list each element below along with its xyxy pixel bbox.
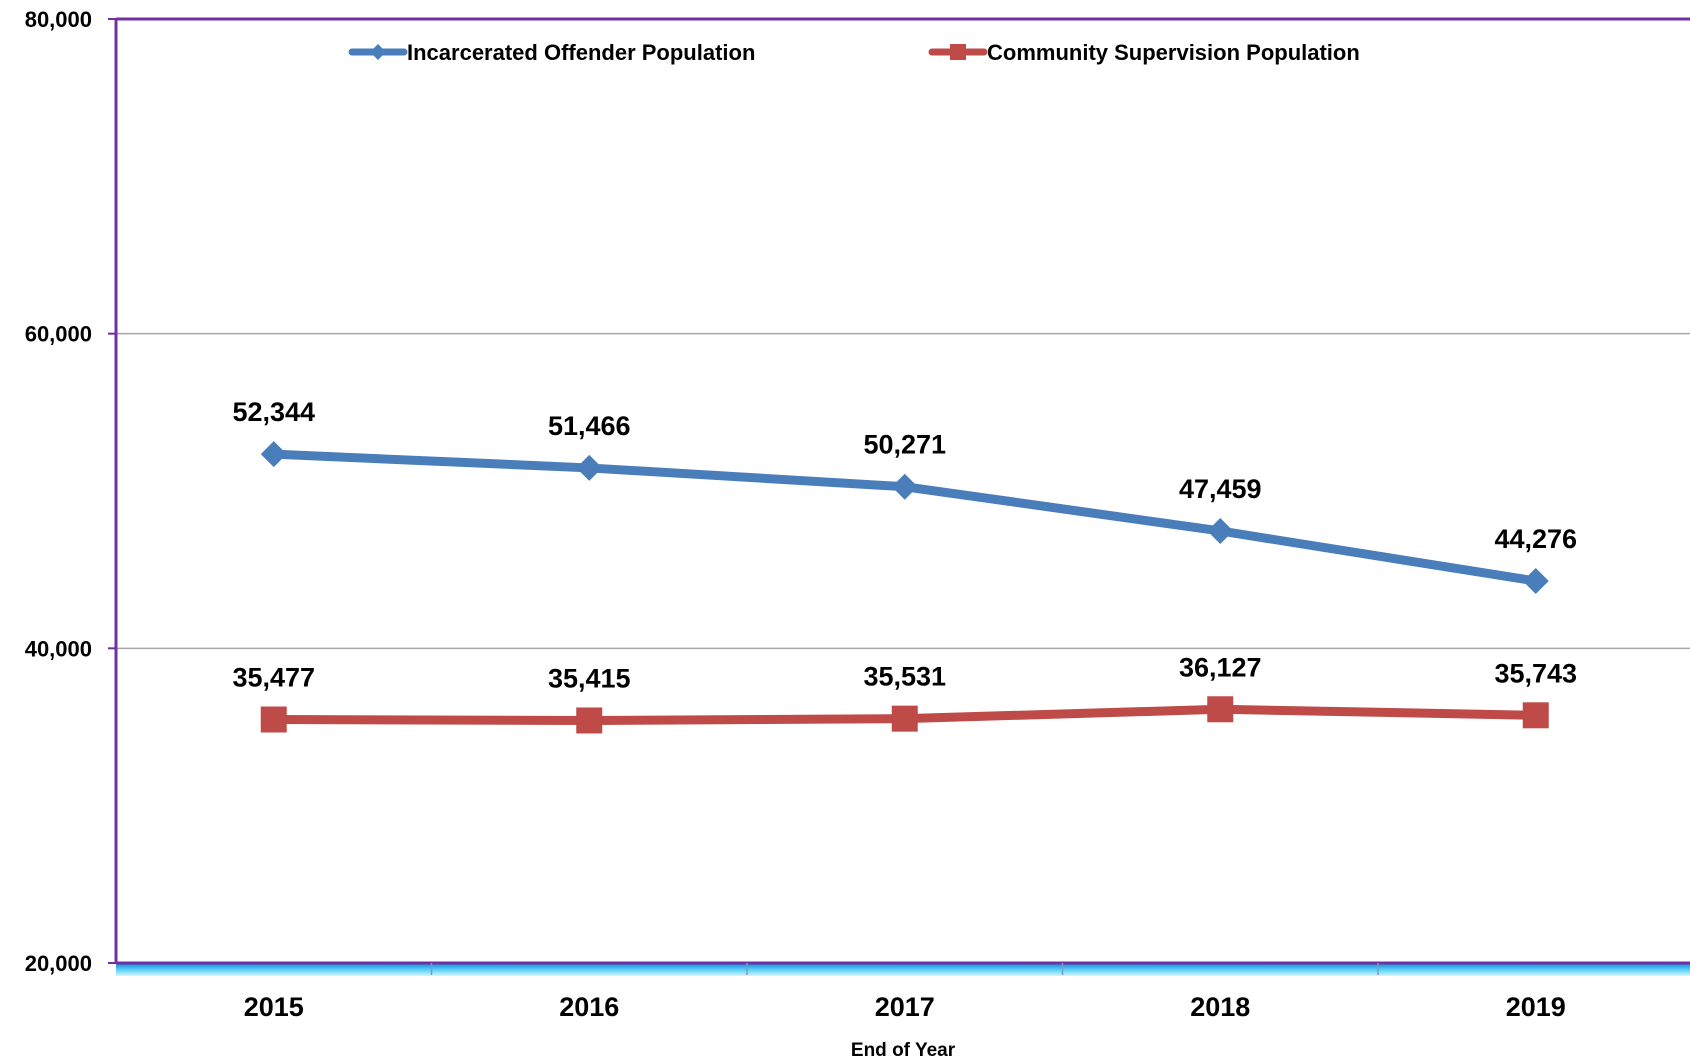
plot-frame — [108, 17, 1690, 976]
series-lines — [260, 441, 1549, 734]
data-point — [260, 441, 287, 468]
series-line — [269, 449, 1541, 586]
x-tick-label: 2016 — [559, 992, 619, 1022]
x-tick-label: 2017 — [875, 992, 935, 1022]
legend-label: Incarcerated Offender Population — [407, 40, 755, 65]
data-label: 35,531 — [863, 662, 946, 692]
data-label: 35,477 — [232, 662, 315, 692]
y-axis-ticks: 20,000 40,000 60,000 80,000 — [25, 7, 92, 976]
data-label: 36,127 — [1179, 652, 1262, 682]
data-label: 52,344 — [232, 397, 315, 427]
data-point — [1207, 696, 1234, 723]
data-point — [576, 454, 603, 481]
data-label: 35,415 — [548, 663, 631, 693]
legend: Incarcerated Offender Population Communit… — [348, 40, 1360, 65]
legend-marker — [370, 44, 386, 60]
data-labels: 52,344 51,466 50,271 47,459 44,276 35,477 35,4… — [232, 397, 1577, 693]
x-axis-title: End of Year — [851, 1040, 956, 1061]
data-point — [891, 473, 918, 500]
legend-item: Community Supervision Population — [928, 40, 1360, 65]
data-label: 50,271 — [863, 430, 946, 460]
data-label: 47,459 — [1179, 474, 1262, 504]
legend-item: Incarcerated Offender Population — [348, 40, 755, 65]
legend-marker — [950, 44, 966, 60]
x-tick-label: 2015 — [244, 992, 304, 1022]
y-tick-label: 20,000 — [25, 951, 92, 976]
y-tick-label: 80,000 — [25, 7, 92, 32]
x-tick-label: 2019 — [1506, 992, 1566, 1022]
data-point — [891, 705, 918, 732]
data-label: 44,276 — [1494, 524, 1577, 554]
gridlines — [116, 332, 1690, 650]
data-label: 51,466 — [548, 411, 631, 441]
series-1 — [260, 441, 1549, 595]
data-point — [1522, 568, 1549, 595]
series-2 — [260, 696, 1549, 734]
x-tick-label: 2018 — [1190, 992, 1250, 1022]
data-point — [1207, 517, 1234, 544]
y-tick-label: 40,000 — [25, 636, 92, 661]
data-point — [1522, 702, 1549, 729]
data-point — [576, 707, 603, 734]
y-tick-label: 60,000 — [25, 322, 92, 347]
data-label: 35,743 — [1494, 658, 1577, 688]
legend-label: Community Supervision Population — [987, 40, 1360, 65]
x-axis-glow — [116, 964, 1690, 976]
data-point — [260, 706, 287, 733]
x-axis-ticks: 2015 2016 2017 2018 2019 — [244, 992, 1566, 1022]
